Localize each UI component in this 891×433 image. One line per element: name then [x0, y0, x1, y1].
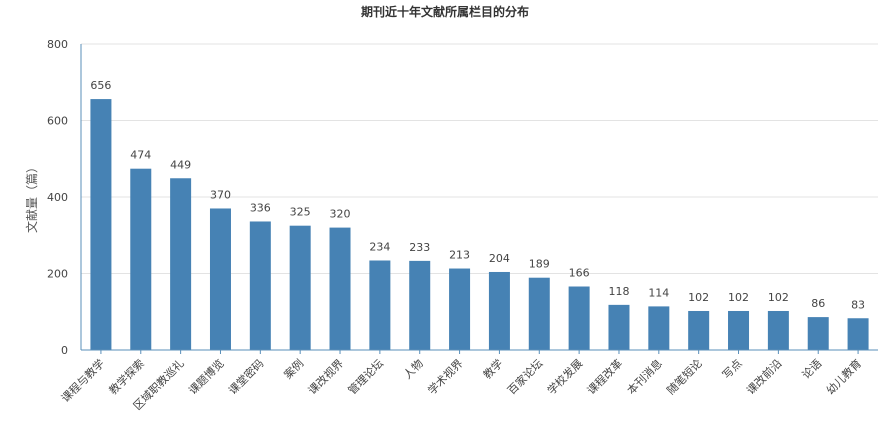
bar[interactable] [807, 317, 829, 350]
y-tick-label: 400 [47, 191, 68, 204]
y-tick-label: 600 [47, 115, 68, 128]
x-tick-label: 课堂密码 [225, 356, 266, 397]
bar[interactable] [130, 168, 152, 350]
bar[interactable] [568, 286, 590, 350]
x-tick-label: 学术视界 [425, 356, 466, 397]
data-label: 449 [170, 158, 191, 171]
bar[interactable] [728, 310, 750, 350]
labels: 0200400600800656课程与教学474教学探索449区域职教巡礼370… [47, 38, 865, 413]
bar[interactable] [209, 208, 231, 350]
data-label: 213 [449, 249, 470, 262]
chart-title: 期刊近十年文献所属栏目的分布 [361, 4, 529, 19]
bar[interactable] [608, 304, 630, 350]
x-tick-label: 本刊消息 [624, 356, 665, 397]
bar[interactable] [289, 225, 311, 350]
x-tick-label: 课程改革 [584, 356, 625, 397]
y-tick-label: 0 [61, 344, 68, 357]
gridlines [81, 43, 878, 274]
y-axis-label: 文献量（篇） [24, 161, 39, 233]
x-tick-label: 学校发展 [544, 356, 585, 397]
data-label: 118 [608, 285, 629, 298]
data-label: 233 [409, 241, 430, 254]
x-tick-label: 教学 [480, 356, 505, 381]
x-tick-label: 管理论坛 [345, 356, 386, 397]
data-label: 86 [811, 297, 825, 310]
data-label: 320 [330, 208, 351, 221]
data-label: 234 [369, 240, 390, 253]
bar[interactable] [409, 260, 431, 350]
data-label: 336 [250, 201, 271, 214]
bar[interactable] [369, 260, 391, 350]
bar[interactable] [688, 310, 710, 350]
bar[interactable] [648, 306, 670, 350]
data-label: 114 [648, 286, 669, 299]
data-label: 102 [768, 291, 789, 304]
data-label: 656 [90, 79, 111, 92]
data-label: 370 [210, 188, 231, 201]
data-label: 189 [529, 258, 550, 271]
x-tick-label: 教学探索 [106, 356, 147, 397]
data-label: 83 [851, 298, 865, 311]
bar[interactable] [847, 318, 869, 350]
x-tick-label: 课改视界 [305, 356, 346, 397]
x-tick-label: 论语 [799, 356, 824, 381]
data-label: 102 [688, 291, 709, 304]
bar[interactable] [528, 277, 550, 350]
x-tick-label: 幼儿教育 [823, 356, 864, 397]
bar[interactable] [90, 99, 112, 350]
x-tick-label: 课程与教学 [58, 356, 107, 405]
data-label: 102 [728, 291, 749, 304]
x-tick-label: 百家论坛 [504, 356, 545, 397]
bar[interactable] [767, 310, 789, 350]
x-tick-label: 写点 [720, 357, 745, 382]
bars [90, 99, 869, 350]
x-tick-label: 课题博览 [186, 356, 227, 397]
data-label: 325 [290, 206, 311, 219]
bar[interactable] [249, 221, 271, 350]
bar[interactable] [449, 268, 471, 350]
data-label: 204 [489, 252, 510, 265]
x-tick-label: 随笔短论 [664, 356, 705, 397]
x-tick-label: 人物 [400, 356, 425, 381]
bar[interactable] [488, 271, 510, 350]
bar[interactable] [329, 227, 351, 350]
data-label: 474 [130, 149, 151, 162]
bar[interactable] [170, 178, 192, 350]
x-tick-label: 课改前沿 [743, 356, 784, 397]
data-label: 166 [569, 267, 590, 280]
y-tick-label: 200 [47, 268, 68, 281]
y-tick-label: 800 [47, 38, 68, 51]
axes [80, 44, 878, 354]
x-tick-label: 案例 [281, 356, 306, 381]
